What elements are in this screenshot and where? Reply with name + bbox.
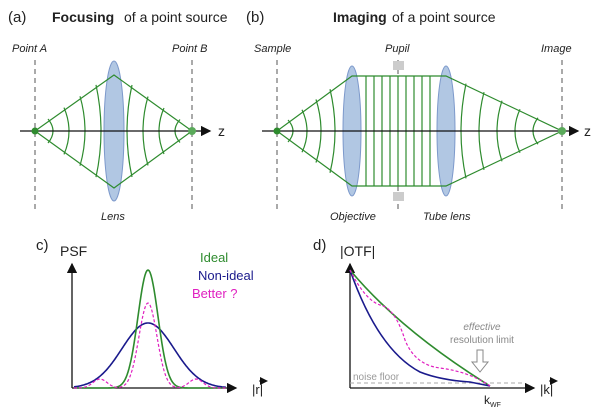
x-axis-label: |k| bbox=[540, 382, 553, 397]
panel-label: c) bbox=[36, 237, 49, 254]
psf-curve bbox=[74, 269, 226, 389]
panel-c: c) PSF Ideal Non-ideal Better ? |r| bbox=[36, 237, 268, 397]
curve-ideal bbox=[349, 269, 491, 387]
legend-entry: Ideal bbox=[200, 250, 228, 265]
label: Image bbox=[541, 43, 572, 55]
pupil-stop bbox=[393, 192, 404, 201]
psf-curve bbox=[73, 322, 227, 389]
curve-nonideal bbox=[349, 269, 491, 387]
label: Objective bbox=[330, 211, 376, 223]
source bbox=[31, 127, 39, 135]
axis-label: z bbox=[218, 123, 225, 139]
panel-label: d) bbox=[313, 237, 326, 254]
psf-curve bbox=[74, 302, 226, 389]
y-axis-label: PSF bbox=[60, 243, 87, 259]
annotation: effective bbox=[463, 322, 501, 333]
cutoff: k bbox=[484, 393, 491, 407]
label: Point A bbox=[12, 43, 47, 55]
label: Sample bbox=[254, 43, 291, 55]
curves bbox=[73, 269, 227, 389]
focus bbox=[188, 127, 196, 135]
pupil-stop bbox=[393, 61, 404, 70]
label: Tube lens bbox=[423, 211, 471, 223]
panel-label: (a) bbox=[8, 9, 26, 26]
source bbox=[273, 127, 281, 135]
annotation-arrow bbox=[470, 349, 490, 373]
panel-a: (a) Focusing of a point source Point A P… bbox=[8, 9, 228, 223]
noise-label: noise floor bbox=[353, 372, 400, 383]
axis-label: z bbox=[584, 123, 591, 139]
title: of a point source bbox=[124, 9, 228, 25]
label: Pupil bbox=[385, 43, 410, 55]
cutoff-sub: WF bbox=[490, 402, 501, 409]
cutoff-label: kWF bbox=[484, 393, 501, 409]
legend-entry: Better ? bbox=[192, 286, 238, 301]
title-bold: Imaging bbox=[333, 9, 387, 25]
panel-d: d) |OTF| noise floor effective resolutio… bbox=[313, 237, 558, 409]
panel-label: (b) bbox=[246, 9, 264, 26]
legend-entry: Non-ideal bbox=[198, 268, 254, 283]
x-axis-label: |r| bbox=[252, 382, 263, 397]
title-bold: Focusing bbox=[52, 9, 114, 25]
curve-better bbox=[349, 269, 491, 387]
title: of a point source bbox=[392, 9, 496, 25]
label: Point B bbox=[172, 43, 207, 55]
label: Lens bbox=[101, 211, 125, 223]
annotation: resolution limit bbox=[450, 335, 514, 346]
y-axis-label: |OTF| bbox=[340, 243, 375, 259]
panel-b: (b) Imaging of a point source Sample Pup… bbox=[246, 9, 591, 223]
image-point bbox=[558, 127, 566, 135]
